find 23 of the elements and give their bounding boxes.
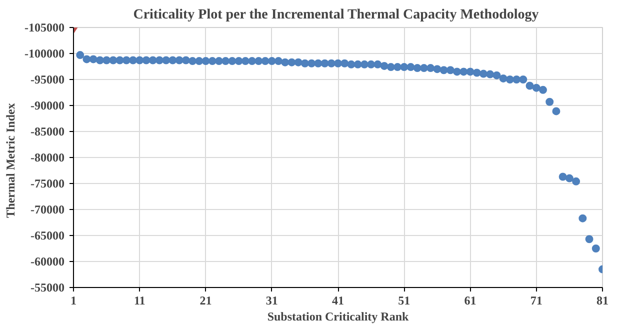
y-tick-label: -55000	[30, 280, 65, 294]
y-tick-label: -65000	[30, 228, 65, 242]
y-tick-label: -100000	[24, 46, 65, 60]
x-tick-label: 71	[530, 294, 542, 308]
y-tick-label: -70000	[30, 202, 65, 216]
y-tick-label: -80000	[30, 150, 65, 164]
y-tick-label: -105000	[24, 20, 65, 34]
y-tick-label: -85000	[30, 124, 65, 138]
y-tick-label: -95000	[30, 72, 65, 86]
x-tick-label: 51	[398, 294, 410, 308]
x-tick-label: 1	[70, 294, 76, 308]
x-axis-title: Substation Criticality Rank	[267, 310, 409, 324]
x-tick-label: 61	[464, 294, 476, 308]
x-tick-label: 11	[134, 294, 146, 308]
x-tick-label: 81	[596, 294, 608, 308]
y-tick-label: -60000	[30, 254, 65, 268]
y-axis-title: Thermal Metric Index	[4, 103, 18, 218]
y-tick-label: -90000	[30, 98, 65, 112]
x-tick-label: 21	[200, 294, 212, 308]
y-tick-label: -75000	[30, 176, 65, 190]
x-tick-label: 41	[332, 294, 344, 308]
x-tick-label: 31	[266, 294, 278, 308]
chart-title: Criticality Plot per the Incremental Thermal Capacity Methodology	[133, 8, 539, 22]
